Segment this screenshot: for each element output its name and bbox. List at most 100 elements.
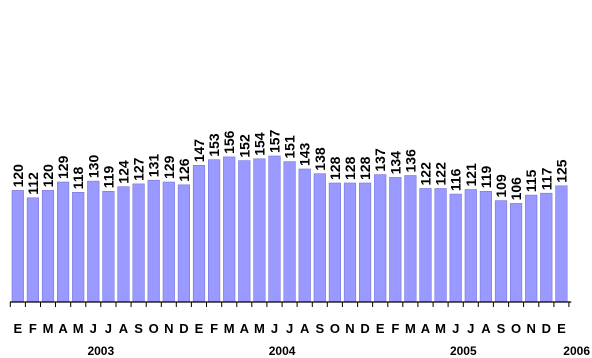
- month-label-13: F: [210, 321, 218, 336]
- bar-32: [494, 200, 508, 303]
- bar-25: [389, 177, 402, 303]
- data-label-8: 127: [131, 157, 147, 181]
- bar-15: [238, 160, 251, 303]
- month-label-25: F: [391, 321, 399, 336]
- year-label-2006: 2006: [563, 344, 590, 358]
- month-label-26: M: [405, 321, 416, 336]
- month-label-1: F: [29, 321, 37, 336]
- month-label-19: A: [300, 321, 310, 336]
- month-label-21: O: [330, 321, 340, 336]
- data-label-29: 116: [448, 168, 464, 191]
- month-label-22: N: [345, 321, 354, 336]
- bar-14: [223, 156, 236, 303]
- month-label-34: N: [527, 321, 536, 336]
- month-label-36: E: [557, 321, 566, 336]
- data-label-9: 131: [146, 154, 162, 178]
- bar-12: [192, 165, 206, 303]
- bar-17: [268, 155, 281, 303]
- data-label-15: 152: [236, 134, 252, 158]
- month-label-10: N: [164, 321, 173, 336]
- month-label-7: A: [119, 321, 129, 336]
- month-label-15: A: [240, 321, 250, 336]
- data-label-6: 119: [100, 166, 116, 189]
- month-label-6: J: [105, 321, 112, 336]
- month-label-0: E: [13, 321, 22, 336]
- bar-1: [26, 197, 40, 303]
- month-label-27: A: [421, 321, 431, 336]
- month-label-18: J: [286, 321, 293, 336]
- data-label-12: 147: [191, 139, 207, 163]
- month-label-9: O: [149, 321, 159, 336]
- data-label-30: 121: [463, 163, 479, 187]
- month-label-35: D: [542, 321, 551, 336]
- data-label-19: 143: [297, 142, 313, 166]
- data-label-0: 120: [10, 164, 26, 188]
- data-label-31: 119: [478, 166, 494, 189]
- data-label-25: 134: [387, 151, 403, 175]
- bar-19: [298, 168, 311, 303]
- bar-27: [419, 188, 432, 303]
- data-label-34: 115: [523, 169, 539, 192]
- bar-0: [11, 190, 24, 303]
- data-label-11: 126: [176, 158, 192, 182]
- bar-21: [328, 182, 342, 303]
- bar-13: [208, 159, 221, 303]
- month-label-17: J: [271, 321, 278, 336]
- data-label-17: 157: [267, 129, 283, 153]
- data-label-5: 130: [85, 155, 101, 179]
- data-label-2: 120: [40, 164, 56, 188]
- month-label-3: A: [58, 321, 68, 336]
- bar-8: [132, 183, 145, 303]
- month-label-24: E: [376, 321, 385, 336]
- data-label-27: 122: [418, 162, 434, 186]
- bar-26: [404, 175, 417, 303]
- month-label-32: S: [497, 321, 506, 336]
- bars-group: [11, 155, 568, 303]
- month-label-30: J: [467, 321, 474, 336]
- month-label-12: E: [195, 321, 204, 336]
- bar-36: [555, 185, 568, 303]
- bar-18: [283, 161, 296, 303]
- data-label-4: 118: [70, 167, 86, 190]
- bar-34: [525, 194, 538, 303]
- bar-7: [117, 186, 130, 303]
- bar-23: [358, 182, 372, 303]
- bar-9: [147, 179, 160, 303]
- month-label-16: M: [254, 321, 265, 336]
- month-label-11: D: [179, 321, 188, 336]
- data-label-22: 128: [342, 156, 358, 180]
- x-axis: [9, 301, 572, 307]
- bar-6: [102, 191, 115, 303]
- data-label-20: 138: [312, 147, 328, 171]
- bar-33: [509, 203, 523, 303]
- data-label-32: 109: [493, 174, 509, 198]
- year-label-2003: 2003: [87, 344, 114, 358]
- bar-20: [313, 173, 326, 303]
- data-label-33: 106: [508, 177, 524, 201]
- data-label-23: 128: [357, 156, 373, 180]
- year-label-2005: 2005: [450, 344, 477, 358]
- month-label-31: A: [481, 321, 491, 336]
- month-label-28: M: [435, 321, 446, 336]
- bar-5: [87, 180, 100, 303]
- bar-35: [540, 192, 553, 303]
- bar-30: [464, 189, 477, 303]
- data-label-36: 125: [553, 159, 569, 183]
- bar-4: [72, 192, 85, 303]
- data-label-3: 129: [55, 155, 71, 179]
- data-label-35: 117: [538, 167, 554, 190]
- data-label-18: 151: [282, 135, 298, 159]
- data-label-7: 124: [116, 160, 132, 184]
- month-label-8: S: [134, 321, 143, 336]
- bar-2: [41, 190, 55, 303]
- data-label-28: 122: [433, 162, 449, 186]
- year-labels-group: 2003 2004 2005 2006: [87, 344, 590, 358]
- bar-10: [162, 181, 175, 303]
- bar-28: [434, 188, 447, 303]
- data-label-13: 153: [206, 133, 222, 157]
- month-label-29: J: [452, 321, 459, 336]
- month-label-2: M: [43, 321, 54, 336]
- data-label-10: 129: [161, 155, 177, 179]
